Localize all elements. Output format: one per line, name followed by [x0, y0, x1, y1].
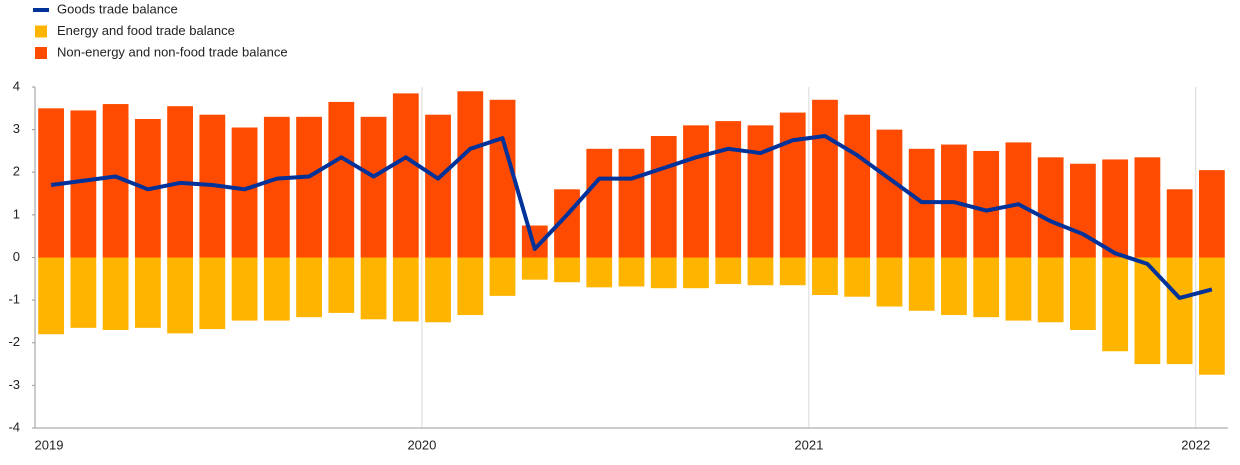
- y-tick-label: 2: [13, 164, 20, 179]
- bar: [263, 257, 290, 321]
- y-tick-label: -4: [8, 419, 20, 434]
- bar: [1037, 157, 1064, 258]
- bar: [747, 257, 774, 286]
- bar: [1102, 257, 1129, 352]
- bar: [973, 150, 1000, 258]
- bar: [650, 136, 677, 258]
- bar: [1005, 142, 1032, 258]
- bar: [102, 257, 129, 330]
- x-tick-label: 2019: [35, 437, 64, 452]
- bar: [134, 257, 161, 328]
- bar: [973, 257, 1000, 318]
- bar: [70, 110, 97, 258]
- bar: [425, 114, 451, 258]
- bar: [650, 257, 677, 289]
- bar: [1005, 257, 1032, 321]
- bar: [167, 257, 193, 334]
- x-tick-label: 2020: [407, 437, 436, 452]
- bar: [263, 116, 290, 258]
- bar: [38, 257, 65, 335]
- legend-label: Energy and food trade balance: [57, 23, 235, 38]
- bar: [715, 121, 742, 258]
- bar: [1166, 257, 1193, 365]
- bar: [1166, 189, 1193, 258]
- bar: [908, 257, 935, 311]
- bar: [328, 257, 355, 313]
- bar: [296, 257, 322, 318]
- bar: [876, 129, 903, 258]
- bar: [199, 257, 226, 330]
- x-tick-label: 2021: [794, 437, 823, 452]
- bar: [231, 127, 258, 258]
- bar: [328, 101, 355, 258]
- bar: [683, 257, 709, 289]
- bar: [457, 257, 484, 316]
- bar: [1102, 159, 1129, 258]
- line: [50, 134, 1213, 300]
- bar: [554, 257, 580, 283]
- bar: [586, 257, 613, 288]
- bar: [779, 257, 806, 286]
- legend-swatch: [35, 25, 47, 38]
- y-tick-label: 3: [13, 121, 20, 136]
- bar: [489, 99, 516, 258]
- bar: [1037, 257, 1064, 323]
- y-tick-label: 4: [13, 78, 20, 93]
- bar: [392, 257, 419, 322]
- y-tick-label: -2: [8, 334, 20, 349]
- legend-label: Goods trade balance: [57, 1, 178, 16]
- bar: [231, 257, 258, 321]
- bar: [844, 114, 871, 258]
- bar: [392, 93, 419, 258]
- bar: [779, 112, 806, 258]
- bar: [489, 257, 516, 296]
- bar: [586, 148, 613, 258]
- bar: [747, 125, 774, 258]
- bar: [70, 257, 97, 328]
- bar: [1198, 170, 1225, 258]
- bar: [618, 148, 645, 258]
- bar: [812, 99, 838, 258]
- bar: [683, 125, 709, 258]
- y-tick-label: 0: [13, 249, 20, 264]
- bar: [941, 257, 967, 316]
- bar: [1070, 257, 1096, 330]
- legend-label: Non-energy and non-food trade balance: [57, 44, 288, 59]
- bar: [1134, 157, 1161, 258]
- x-tick-label: 2022: [1181, 437, 1210, 452]
- bar: [715, 257, 742, 284]
- bar: [844, 257, 871, 297]
- y-tick-label: -1: [8, 292, 20, 307]
- bar: [296, 116, 322, 258]
- y-tick-label: -3: [8, 377, 20, 392]
- legend-swatch: [35, 47, 47, 59]
- bar: [521, 257, 548, 280]
- bar: [618, 257, 645, 287]
- bar: [812, 257, 838, 296]
- bar: [425, 257, 451, 323]
- y-tick-label: 1: [13, 206, 20, 221]
- bar: [1070, 163, 1096, 258]
- bar: [876, 257, 903, 307]
- bar: [360, 257, 387, 320]
- bar: [360, 116, 387, 258]
- bar: [1198, 257, 1225, 375]
- bar: [457, 91, 484, 258]
